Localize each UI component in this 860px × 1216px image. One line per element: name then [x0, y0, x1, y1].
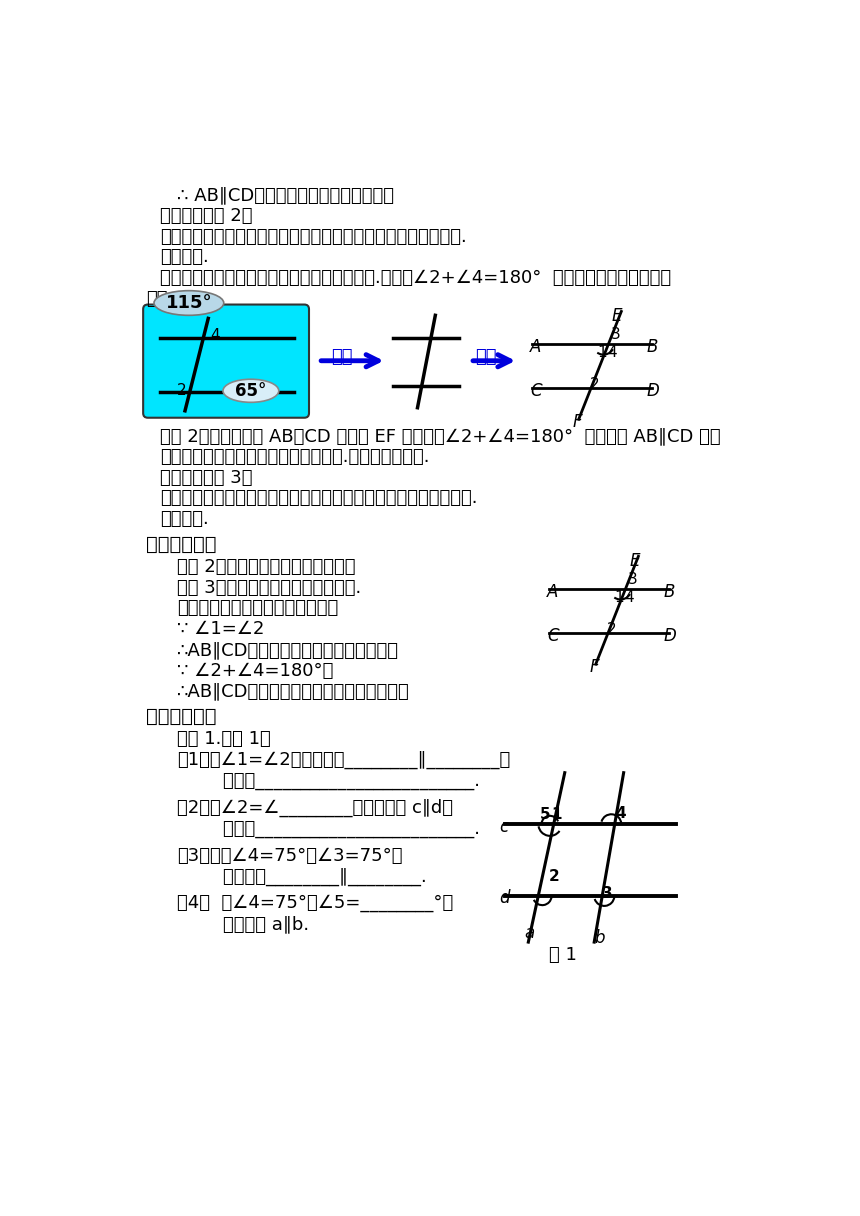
- Text: （1）从∠1=∠2，可以推出________∥________，: （1）从∠1=∠2，可以推出________∥________，: [177, 751, 511, 770]
- Text: d: d: [500, 889, 510, 907]
- Text: ∴AB∥CD（内错角相等，两条直线平行）: ∴AB∥CD（内错角相等，两条直线平行）: [177, 641, 399, 659]
- Text: （3）如果∠4=75°，∠3=75°，: （3）如果∠4=75°，∠3=75°，: [177, 846, 402, 865]
- Text: 可以推出 a∥b.: 可以推出 a∥b.: [177, 916, 310, 933]
- Text: E: E: [629, 552, 640, 570]
- Text: 四、新知巩固: 四、新知巩固: [146, 708, 217, 726]
- Text: 两条直线被第三条直线所截，如果内错角相等，则两条直线平行.: 两条直线被第三条直线所截，如果内错角相等，则两条直线平行.: [160, 227, 467, 246]
- Text: 得出判定定理 2：: 得出判定定理 2：: [160, 207, 253, 225]
- Text: 抽象: 抽象: [475, 348, 496, 366]
- Text: 65°: 65°: [235, 382, 267, 400]
- Text: 理由是________________________.: 理由是________________________.: [177, 820, 480, 838]
- Text: 三、整理归纳: 三、整理归纳: [146, 535, 217, 553]
- Text: 吗？: 吗？: [146, 289, 168, 308]
- Text: 3: 3: [611, 327, 621, 342]
- Text: 4: 4: [615, 806, 626, 821]
- Text: B: B: [647, 338, 658, 355]
- Text: ∴ AB∥CD（同位角相等，两直线平行）: ∴ AB∥CD（同位角相等，两直线平行）: [177, 186, 394, 204]
- Text: c: c: [500, 818, 509, 837]
- Text: 教师并强调几何语言的表述方法：: 教师并强调几何语言的表述方法：: [177, 599, 339, 618]
- Text: C: C: [547, 627, 558, 646]
- Text: 练习 1.如图 1，: 练习 1.如图 1，: [177, 731, 271, 748]
- Text: 1: 1: [551, 807, 562, 822]
- Text: 学生发言，教师提醒有没有不同的方法.学生上黑板板书.: 学生发言，教师提醒有没有不同的方法.学生上黑板板书.: [160, 447, 430, 466]
- Text: D: D: [647, 382, 660, 400]
- Text: 判定 2：内错角相等，两直线平行；: 判定 2：内错角相等，两直线平行；: [177, 558, 356, 576]
- FancyBboxPatch shape: [143, 304, 309, 418]
- Text: b: b: [594, 929, 605, 947]
- Text: A: A: [547, 582, 558, 601]
- Text: 得出判定定理 3：: 得出判定定理 3：: [160, 468, 253, 486]
- Text: 教师板书.: 教师板书.: [160, 248, 209, 266]
- Text: 1: 1: [598, 345, 607, 360]
- Text: E: E: [612, 306, 623, 325]
- Text: 两条直线被第三条直线所截，如果同旁内角互补，则两条直线平行.: 两条直线被第三条直线所截，如果同旁内角互补，则两条直线平行.: [160, 489, 477, 507]
- Text: A: A: [530, 338, 541, 355]
- Text: （4）  从∠4=75°，∠5=________°，: （4） 从∠4=75°，∠5=________°，: [177, 894, 453, 912]
- Text: C: C: [530, 382, 542, 400]
- Text: ∴AB∥CD（同旁内角互补，两条直线平行）: ∴AB∥CD（同旁内角互补，两条直线平行）: [177, 682, 410, 700]
- Text: F: F: [573, 413, 582, 432]
- Text: 2: 2: [177, 383, 187, 398]
- Text: 图 1: 图 1: [550, 946, 577, 964]
- Text: 判定 3：同旁内角互补，两直线平行.: 判定 3：同旁内角互补，两直线平行.: [177, 579, 361, 597]
- Text: 5: 5: [540, 807, 550, 822]
- Text: （2）从∠2=∠________，可以推出 c∥d，: （2）从∠2=∠________，可以推出 c∥d，: [177, 799, 453, 817]
- Text: 4: 4: [211, 327, 220, 343]
- Text: 抽象: 抽象: [331, 348, 353, 366]
- Text: 还有没有另外的方法？接下来再看小红的方法.她测出∠2+∠4=180°  能得到上下两个边缘平行: 还有没有另外的方法？接下来再看小红的方法.她测出∠2+∠4=180° 能得到上下…: [160, 269, 672, 287]
- Text: 1: 1: [614, 590, 624, 606]
- Text: 教师板书.: 教师板书.: [160, 511, 209, 528]
- Text: 2: 2: [590, 377, 599, 392]
- Ellipse shape: [154, 291, 224, 315]
- Text: 可以推出________∥________.: 可以推出________∥________.: [177, 867, 427, 885]
- Text: 思考 2：如图，直线 AB、CD 被直线 EF 所截，若∠2+∠4=180°  ，能得出 AB∥CD 吗？: 思考 2：如图，直线 AB、CD 被直线 EF 所截，若∠2+∠4=180° ，…: [160, 427, 721, 445]
- Text: ∵ ∠1=∠2: ∵ ∠1=∠2: [177, 620, 265, 638]
- Text: 3: 3: [629, 572, 638, 587]
- Text: 理由是________________________.: 理由是________________________.: [177, 772, 480, 790]
- Text: 3: 3: [602, 886, 612, 901]
- Text: 115°: 115°: [166, 294, 212, 313]
- Text: 4: 4: [624, 590, 634, 606]
- Text: 2: 2: [606, 621, 617, 637]
- Text: F: F: [590, 658, 599, 676]
- Ellipse shape: [223, 379, 279, 402]
- Text: ∵ ∠2+∠4=180°，: ∵ ∠2+∠4=180°，: [177, 662, 334, 680]
- Text: 4: 4: [607, 345, 617, 360]
- Text: B: B: [664, 582, 675, 601]
- Text: a: a: [525, 924, 535, 942]
- Text: D: D: [664, 627, 677, 646]
- Text: 2: 2: [550, 869, 560, 884]
